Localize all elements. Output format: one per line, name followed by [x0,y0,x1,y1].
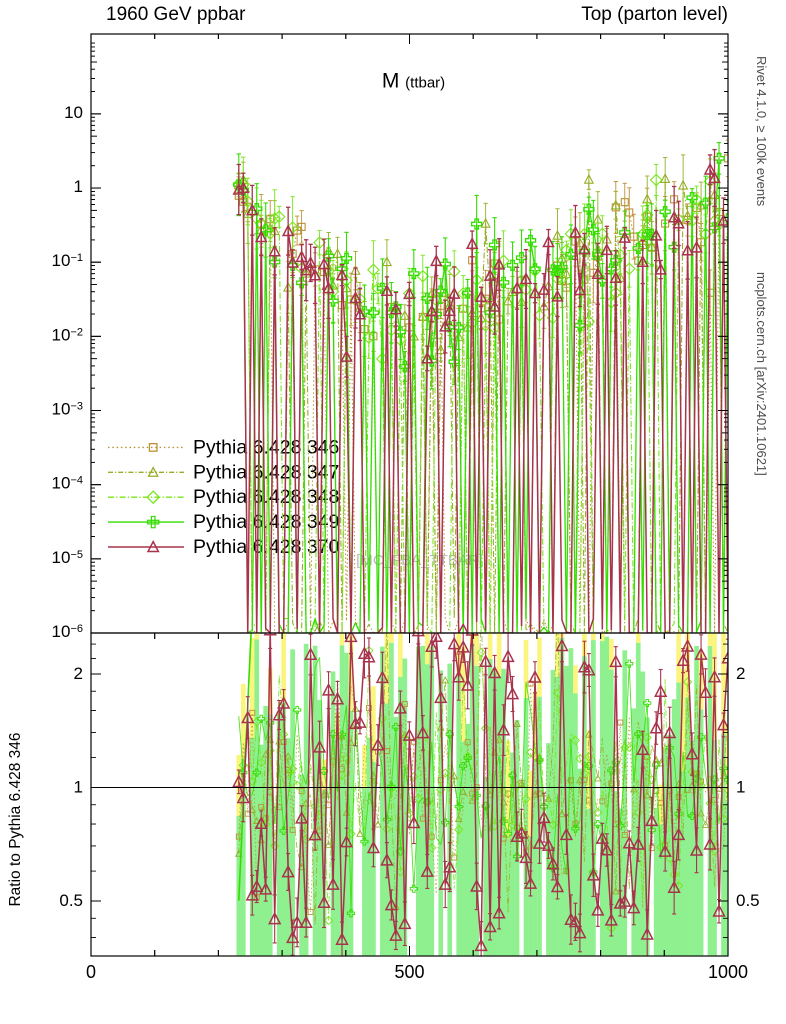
svg-text:1: 1 [736,778,745,797]
svg-text:0: 0 [86,962,96,982]
svg-text:Rivet 4.1.0, ≥ 100k events: Rivet 4.1.0, ≥ 100k events [754,56,769,207]
svg-text:1000: 1000 [708,962,748,982]
svg-text:10: 10 [64,103,83,122]
svg-text:2: 2 [74,664,83,683]
svg-text:Ratio to Pythia 6.428 346: Ratio to Pythia 6.428 346 [7,732,24,906]
svg-text:1: 1 [74,177,83,196]
svg-text:0.5: 0.5 [736,891,760,910]
svg-text:Top (parton level): Top (parton level) [581,4,728,25]
svg-text:mcplots.cern.ch [arXiv:2401.10: mcplots.cern.ch [arXiv:2401.10621] [754,272,769,476]
svg-text:1960 GeV ppbar: 1960 GeV ppbar [106,4,246,25]
svg-text:500: 500 [394,962,424,982]
svg-text:1: 1 [74,778,83,797]
svg-text:2: 2 [736,664,745,683]
svg-text:0.5: 0.5 [59,891,83,910]
